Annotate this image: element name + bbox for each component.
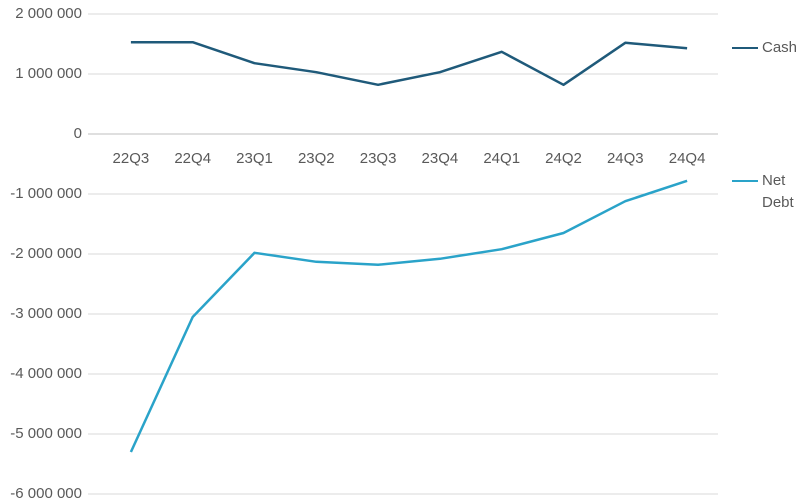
y-tick-label: -6 000 000: [10, 485, 82, 502]
x-tick-label: 24Q3: [607, 150, 644, 167]
x-tick-label: 24Q1: [483, 150, 520, 167]
y-tick-label: -1 000 000: [10, 185, 82, 202]
y-tick-label: -2 000 000: [10, 245, 82, 262]
legend-label: Cash: [762, 39, 798, 57]
legend-label: Net Debt: [762, 171, 794, 211]
x-tick-label: 23Q3: [360, 150, 397, 167]
legend-swatch: [732, 47, 758, 50]
legend-entry: Net Debt: [732, 170, 800, 214]
y-tick-label: -5 000 000: [10, 425, 82, 442]
y-tick-label: 0: [74, 125, 82, 142]
x-tick-label: 24Q2: [545, 150, 582, 167]
x-tick-label: 23Q4: [422, 150, 459, 167]
y-tick-label: 1 000 000: [15, 65, 82, 82]
x-tick-label: 22Q3: [113, 150, 150, 167]
x-tick-label: 23Q1: [236, 150, 273, 167]
x-tick-label: 23Q2: [298, 150, 335, 167]
legend-swatch: [732, 179, 758, 182]
x-tick-label: 24Q4: [669, 150, 706, 167]
series-line: [129, 179, 688, 453]
y-tick-label: -4 000 000: [10, 365, 82, 382]
y-tick-label: 2 000 000: [15, 5, 82, 22]
y-tick-label: -3 000 000: [10, 305, 82, 322]
series-line: [130, 40, 688, 87]
legend-entry: Cash: [732, 37, 800, 59]
x-tick-label: 22Q4: [174, 150, 211, 167]
